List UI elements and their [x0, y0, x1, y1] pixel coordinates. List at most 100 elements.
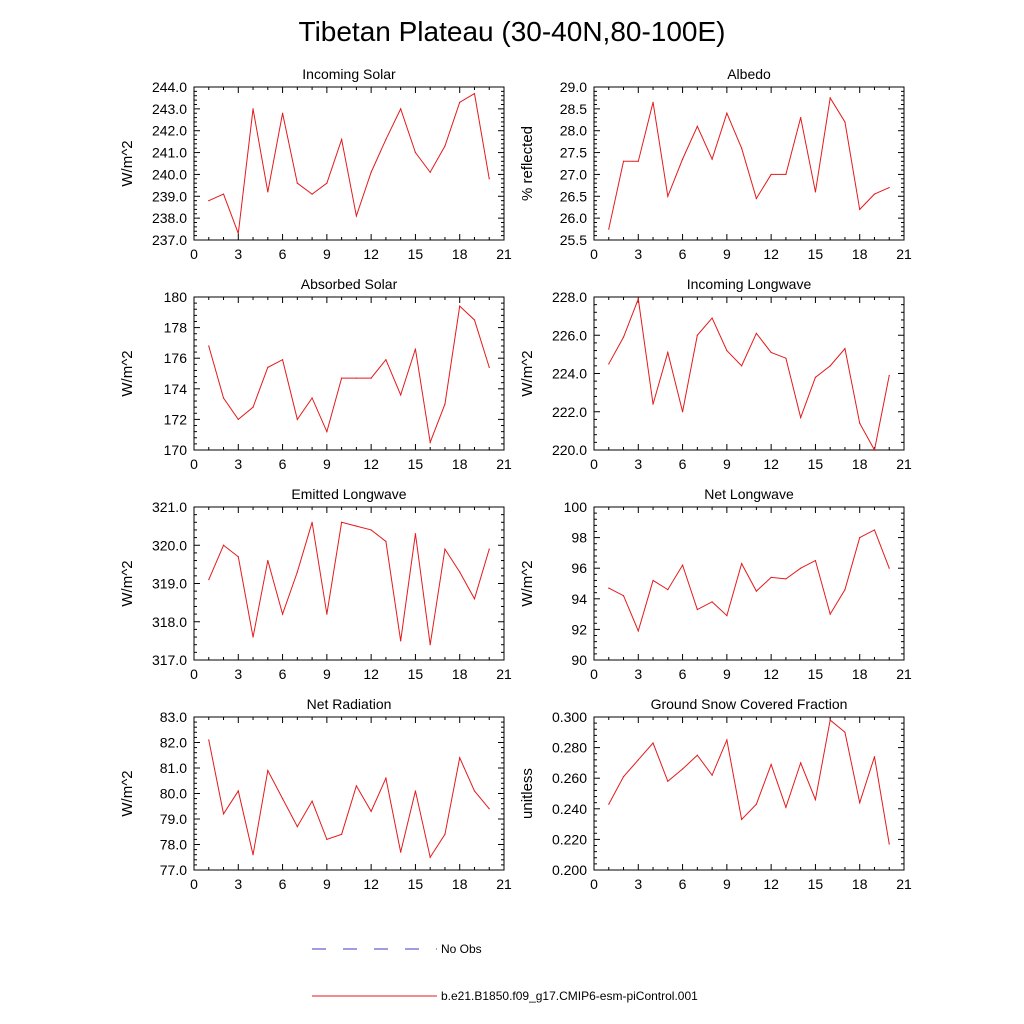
net-longwave-data-point	[859, 537, 861, 539]
net-radiation-data-point	[488, 808, 490, 810]
emitted-longwave-data-point	[414, 533, 417, 535]
emitted-longwave-data-point	[488, 548, 490, 550]
net-longwave-data-point	[681, 564, 684, 566]
absorbed-solar-data-point	[222, 397, 225, 399]
ground-snow-covered-fraction-data-point	[681, 768, 684, 770]
emitted-longwave-data-point	[444, 548, 446, 550]
ground-snow-covered-fraction-data-point	[800, 762, 802, 764]
incoming-solar-data-point	[237, 232, 239, 235]
emitted-longwave-y-axis-label: W/m^2	[119, 560, 136, 606]
absorbed-solar-data-point	[281, 359, 284, 361]
ground-snow-covered-fraction-x-tick-label: 15	[808, 876, 824, 892]
absorbed-solar-data-point	[267, 366, 269, 368]
net-radiation-data-point	[400, 851, 402, 853]
ground-snow-covered-fraction-data-point	[622, 776, 625, 778]
incoming-longwave-data-point	[888, 374, 890, 377]
incoming-longwave-y-tick-label: 228.0	[552, 289, 587, 305]
incoming-solar-data-point	[385, 138, 387, 141]
net-longwave-x-tick-label: 9	[723, 666, 731, 682]
net-radiation-x-tick-label: 9	[323, 876, 331, 892]
ground-snow-covered-fraction-x-tick-label: 21	[896, 876, 912, 892]
incoming-solar-title: Incoming Solar	[302, 66, 396, 82]
incoming-longwave-x-tick-label: 18	[852, 456, 868, 472]
net-longwave-y-tick-label: 98	[571, 530, 587, 546]
net-longwave-data-point	[785, 578, 787, 580]
incoming-longwave-y-tick-label: 222.0	[552, 404, 587, 420]
incoming-solar-y-tick-label: 241.0	[152, 145, 187, 161]
absorbed-solar-y-tick-label: 176	[164, 350, 188, 366]
net-longwave-data-point	[622, 595, 625, 597]
absorbed-solar-data-point	[414, 348, 417, 350]
net-radiation-data-point	[311, 800, 313, 802]
net-radiation-x-tick-label: 0	[190, 876, 198, 892]
legend-label-model-run: b.e21.B1850.f09_g17.CMIP6-esm-piControl.…	[441, 989, 698, 1003]
emitted-longwave-x-tick-label: 21	[496, 666, 512, 682]
incoming-longwave-plot-frame	[593, 296, 905, 451]
emitted-longwave-x-tick-label: 0	[190, 666, 198, 682]
net-radiation-data-point	[444, 833, 446, 835]
net-longwave-data-point	[637, 630, 639, 632]
incoming-longwave-y-tick-label: 220.0	[552, 442, 587, 458]
incoming-longwave-data-point	[844, 348, 846, 350]
net-radiation-y-tick-label: 77.0	[160, 862, 187, 878]
incoming-solar-x-tick-label: 15	[408, 246, 424, 262]
absorbed-solar-x-tick-label: 12	[363, 456, 379, 472]
absorbed-solar-x-tick-label: 6	[279, 456, 287, 472]
net-longwave-y-tick-label: 92	[571, 621, 587, 637]
incoming-longwave-y-axis-label: W/m^2	[519, 350, 536, 396]
figure-title: Tibetan Plateau (30-40N,80-100E)	[299, 16, 726, 47]
incoming-solar-data-point	[414, 151, 417, 154]
incoming-longwave-data-point	[667, 351, 669, 354]
incoming-longwave-series-line	[608, 296, 890, 452]
incoming-solar-x-tick-label: 9	[323, 246, 331, 262]
absorbed-solar-data-point	[429, 441, 431, 443]
emitted-longwave-data-point	[267, 559, 269, 562]
incoming-solar-data-point	[267, 191, 269, 193]
incoming-solar-y-tick-label: 242.0	[152, 123, 187, 139]
ground-snow-covered-fraction-x-tick-label: 12	[763, 876, 779, 892]
albedo-data-point	[711, 158, 713, 160]
net-longwave-x-tick-label: 3	[634, 666, 642, 682]
net-longwave-plot-frame	[593, 506, 905, 661]
absorbed-solar-data-point	[311, 397, 313, 399]
absorbed-solar-data-point	[326, 431, 328, 433]
incoming-longwave-data-point	[637, 298, 639, 300]
net-radiation-title: Net Radiation	[307, 696, 392, 712]
net-radiation-data-point	[281, 798, 284, 800]
incoming-longwave-x-tick-label: 6	[679, 456, 687, 472]
absorbed-solar-plot-frame	[193, 296, 505, 451]
incoming-solar-data-point	[473, 92, 476, 95]
net-radiation-plot-frame	[193, 716, 505, 871]
emitted-longwave-y-tick-label: 319.0	[152, 576, 187, 592]
net-radiation-y-tick-label: 80.0	[160, 786, 187, 802]
emitted-longwave-x-tick-label: 9	[323, 666, 331, 682]
emitted-longwave-data-point	[296, 571, 298, 573]
ground-snow-covered-fraction-data-point	[667, 780, 669, 782]
incoming-solar-y-tick-label: 244.0	[152, 79, 187, 95]
absorbed-solar-y-tick-label: 174	[164, 381, 188, 397]
albedo-y-tick-label: 26.5	[560, 188, 587, 204]
emitted-longwave-x-tick-label: 12	[363, 666, 379, 682]
albedo-data-point	[652, 101, 654, 103]
ground-snow-covered-fraction-y-tick-label: 0.280	[552, 740, 587, 756]
incoming-solar-data-point	[400, 108, 402, 110]
ground-snow-covered-fraction-title: Ground Snow Covered Fraction	[651, 696, 848, 712]
ground-snow-covered-fraction-plot-frame	[593, 716, 905, 871]
net-radiation-data-point	[222, 813, 225, 815]
incoming-solar-series-line	[208, 92, 490, 234]
albedo-y-tick-label: 27.0	[560, 166, 587, 182]
incoming-longwave-data-point	[726, 349, 728, 352]
net-radiation-data-point	[429, 856, 431, 858]
absorbed-solar-x-tick-label: 15	[408, 456, 424, 472]
incoming-solar-y-tick-label: 240.0	[152, 166, 187, 182]
absorbed-solar-y-tick-label: 172	[164, 411, 188, 427]
albedo-x-tick-label: 0	[590, 246, 598, 262]
emitted-longwave-x-tick-label: 15	[408, 666, 424, 682]
net-longwave-x-tick-label: 6	[679, 666, 687, 682]
albedo-x-tick-label: 18	[852, 246, 868, 262]
incoming-solar-y-tick-label: 239.0	[152, 188, 187, 204]
net-longwave-data-point	[814, 559, 817, 562]
net-radiation-data-point	[414, 790, 417, 792]
ground-snow-covered-fraction-data-point	[785, 806, 787, 808]
absorbed-solar-y-tick-label: 180	[164, 289, 188, 305]
